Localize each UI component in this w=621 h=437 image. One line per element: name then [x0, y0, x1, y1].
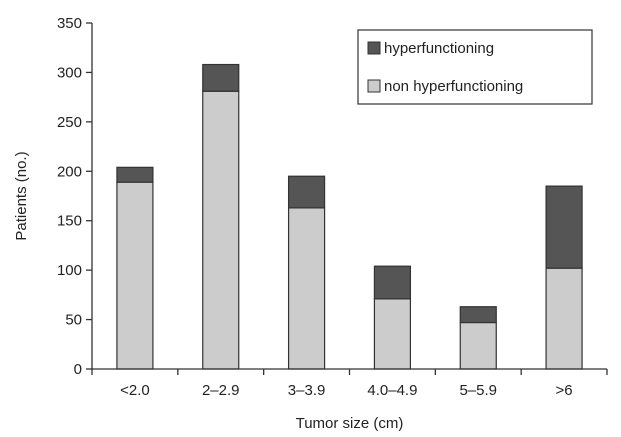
- y-tick-label: 200: [57, 163, 82, 180]
- legend-box: [357, 29, 593, 105]
- y-tick-label: 250: [57, 114, 82, 131]
- bar-hyperfunctioning-5: [545, 185, 583, 269]
- x-tick-label: 3–3.9: [288, 382, 326, 399]
- y-tick-label: 350: [57, 15, 82, 32]
- bar-non-hyperfunctioning-3: [373, 298, 412, 370]
- legend-swatch: [367, 79, 381, 93]
- x-tick-label: <2.0: [120, 382, 150, 399]
- x-tick-label: 4.0–4.9: [367, 382, 417, 399]
- bar-hyperfunctioning-1: [202, 63, 240, 92]
- bar-non-hyperfunctioning-0: [116, 181, 154, 370]
- bar-non-hyperfunctioning-1: [202, 90, 240, 370]
- bar-hyperfunctioning-4: [459, 306, 497, 324]
- y-tick-label: 300: [57, 64, 82, 81]
- y-tick-label: 50: [65, 312, 82, 329]
- x-axis: <2.0 2–2.9 3–3.9 4.0–4.9 5–5.9 >6: [91, 368, 608, 399]
- x-axis-title: Tumor size (cm): [296, 415, 404, 432]
- x-tick-label: 5–5.9: [459, 382, 497, 399]
- bar-hyperfunctioning-2: [287, 175, 326, 209]
- y-axis: 0 50 100 150 200 250 300 350: [57, 15, 93, 378]
- bar-hyperfunctioning-3: [373, 265, 412, 300]
- y-tick-label: 0: [74, 361, 82, 378]
- bar-non-hyperfunctioning-2: [287, 207, 326, 370]
- bar-non-hyperfunctioning-5: [545, 267, 583, 370]
- x-tick-label: 2–2.9: [202, 382, 240, 399]
- legend-label: hyperfunctioning: [384, 40, 494, 57]
- legend-swatch: [367, 41, 381, 55]
- y-tick-label: 100: [57, 262, 82, 279]
- bar-hyperfunctioning-0: [116, 166, 154, 183]
- y-tick-label: 150: [57, 213, 82, 230]
- bar-non-hyperfunctioning-4: [459, 321, 497, 370]
- bars-group: [116, 63, 583, 370]
- legend: hyperfunctioning non hyperfunctioning: [357, 29, 593, 105]
- y-axis-title: Patients (no.): [13, 151, 30, 240]
- legend-label: non hyperfunctioning: [384, 78, 523, 95]
- x-tick-label: >6: [556, 382, 573, 399]
